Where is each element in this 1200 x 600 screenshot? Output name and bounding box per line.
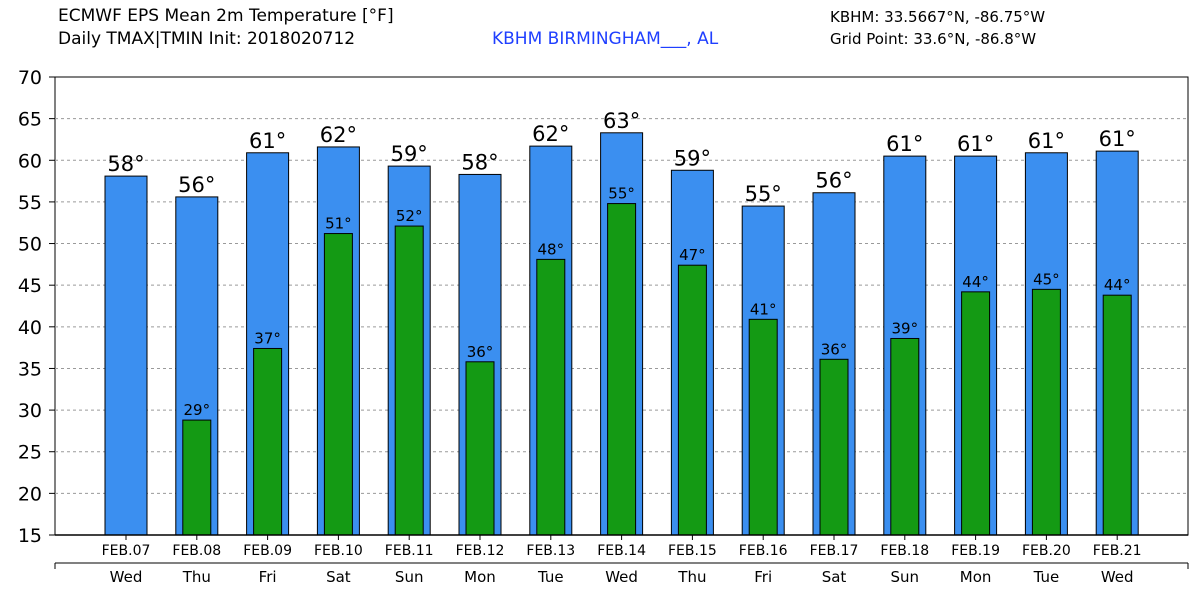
tmin-label: 36° <box>821 340 848 358</box>
station-name: KBHM BIRMINGHAM___, AL <box>492 29 719 49</box>
x-weekday-label: Sat <box>326 568 351 586</box>
y-tick-label: 25 <box>18 442 42 464</box>
x-weekday-label: Wed <box>605 568 638 586</box>
x-date-label: FEB.17 <box>810 543 859 559</box>
tmax-label: 58° <box>461 150 498 174</box>
tmin-bar <box>323 233 353 536</box>
x-weekday-label: Wed <box>110 568 143 586</box>
tmax-label: 61° <box>1099 127 1136 151</box>
x-date-label: FEB.09 <box>243 543 292 559</box>
tmax-bar <box>104 175 148 536</box>
tmin-bar <box>253 347 283 536</box>
tmin-label: 41° <box>750 300 777 318</box>
bars: 58° 56° 29° 61° 37° 62° 51° 59° 52° 58° 36° 62° 48° 6… <box>104 109 1139 536</box>
x-weekday-label: Sun <box>395 568 424 586</box>
y-tick-label: 50 <box>18 234 42 256</box>
x-date-label: FEB.16 <box>739 543 788 559</box>
y-tick-label: 30 <box>18 400 42 422</box>
tmin-label: 55° <box>608 185 635 203</box>
y-tick-label: 45 <box>18 275 42 297</box>
tmax-label: 61° <box>1028 129 1065 153</box>
tmax-label: 56° <box>178 173 215 197</box>
station-coordinates: KBHM: 33.5667°N, -86.75°W <box>830 8 1046 26</box>
tmin-bar <box>607 203 637 536</box>
tmin-bar <box>890 337 920 536</box>
tmin-label: 48° <box>538 240 565 258</box>
x-weekday-label: Tue <box>1033 568 1060 586</box>
grid-point-coordinates: Grid Point: 33.6°N, -86.8°W <box>830 30 1037 48</box>
y-tick-label: 55 <box>18 192 42 214</box>
x-weekday-label: Sat <box>822 568 847 586</box>
tmax-label: 55° <box>745 182 782 206</box>
tmin-label: 52° <box>396 207 423 225</box>
x-weekday-label: Wed <box>1101 568 1134 586</box>
x-date-label: FEB.15 <box>668 543 717 559</box>
tmax-label: 63° <box>603 109 640 133</box>
tmax-label: 61° <box>249 129 286 153</box>
y-tick-label: 40 <box>18 317 42 339</box>
x-date-label: FEB.08 <box>172 543 221 559</box>
tmin-bar <box>677 264 707 536</box>
tmin-label: 45° <box>1033 270 1060 288</box>
tmax-label: 59° <box>674 146 711 170</box>
x-weekday-label: Tue <box>537 568 564 586</box>
y-tick-label: 15 <box>18 525 42 547</box>
tmin-bar <box>961 291 991 536</box>
x-date-label: FEB.21 <box>1093 543 1142 559</box>
tmax-label: 58° <box>107 152 144 176</box>
x-date-label: FEB.11 <box>385 543 434 559</box>
x-axis: FEB.07 Wed FEB.08 Thu FEB.09 Fri FEB.10 Sat FEB.… <box>54 534 1189 586</box>
tmax-label: 56° <box>815 169 852 193</box>
chart-title: ECMWF EPS Mean 2m Temperature [°F] <box>58 6 394 26</box>
tmax-label: 61° <box>886 132 923 156</box>
x-date-label: FEB.20 <box>1022 543 1071 559</box>
tmin-bar <box>1102 294 1132 536</box>
y-tick-label: 20 <box>18 483 42 505</box>
x-date-label: FEB.13 <box>526 543 575 559</box>
tmin-bar <box>819 358 849 536</box>
y-tick-label: 65 <box>18 109 42 131</box>
x-weekday-label: Thu <box>182 568 211 586</box>
tmin-label: 44° <box>962 273 989 291</box>
x-date-label: FEB.14 <box>597 543 646 559</box>
tmin-bar <box>182 419 212 536</box>
tmax-label: 62° <box>532 122 569 146</box>
y-axis: 15 20 25 30 35 40 45 50 55 60 65 70 <box>18 67 55 547</box>
x-date-label: FEB.07 <box>102 543 151 559</box>
x-weekday-label: Fri <box>754 568 772 586</box>
x-weekday-label: Mon <box>960 568 992 586</box>
x-weekday-label: Sun <box>891 568 920 586</box>
tmax-label: 62° <box>320 123 357 147</box>
x-date-label: FEB.18 <box>880 543 929 559</box>
tmin-label: 47° <box>679 246 706 264</box>
chart-subtitle: Daily TMAX|TMIN Init: 2018020712 <box>58 29 356 49</box>
tmin-bar <box>536 258 566 536</box>
x-weekday-label: Fri <box>259 568 277 586</box>
tmin-label: 51° <box>325 215 352 233</box>
x-date-label: FEB.12 <box>456 543 505 559</box>
tmin-bar <box>465 361 495 536</box>
tmin-label: 36° <box>467 343 494 361</box>
tmin-label: 37° <box>254 329 281 347</box>
tmin-label: 39° <box>892 319 919 337</box>
x-date-label: FEB.10 <box>314 543 363 559</box>
x-weekday-label: Mon <box>464 568 496 586</box>
x-date-label: FEB.19 <box>951 543 1000 559</box>
tmax-label: 61° <box>957 132 994 156</box>
y-tick-label: 35 <box>18 358 42 380</box>
x-weekday-label: Thu <box>677 568 706 586</box>
tmin-bar <box>1031 288 1061 536</box>
y-tick-label: 60 <box>18 150 42 172</box>
tmin-bar <box>394 225 424 536</box>
tmin-label: 44° <box>1104 276 1131 294</box>
tmin-label: 29° <box>184 401 211 419</box>
tmin-bar <box>748 318 778 536</box>
tmax-label: 59° <box>391 142 428 166</box>
y-tick-label: 70 <box>18 67 42 89</box>
